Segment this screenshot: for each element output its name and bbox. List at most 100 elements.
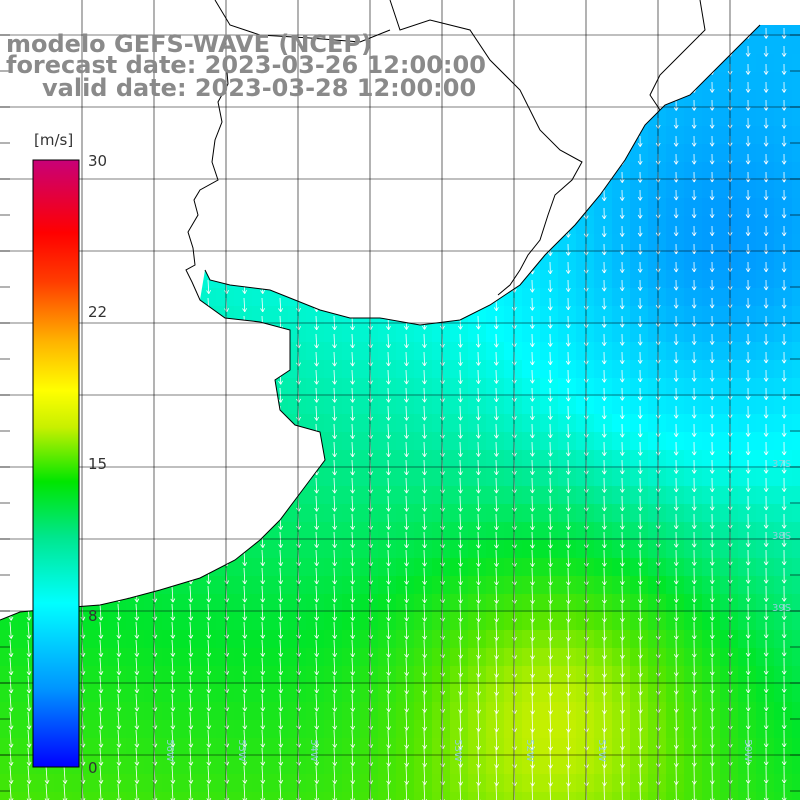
wind-speed-cell xyxy=(756,684,775,703)
wind-speed-cell xyxy=(306,216,325,235)
wind-speed-cell xyxy=(0,720,19,739)
wind-arrow-head xyxy=(314,271,317,276)
wind-arrow-head xyxy=(226,308,230,313)
wind-arrow-head xyxy=(334,217,337,222)
wind-arrow-head xyxy=(442,144,445,149)
wind-arrow-head xyxy=(403,180,407,185)
wind-arrow-head xyxy=(172,344,176,349)
wind-arrow-head xyxy=(118,217,122,222)
wind-arrow xyxy=(189,405,192,421)
wind-arrow-head xyxy=(585,53,589,58)
wind-speed-cell xyxy=(360,576,379,595)
wind-arrow-head xyxy=(152,181,156,186)
wind-speed-cell xyxy=(774,414,793,433)
wind-arrow-head xyxy=(262,416,266,421)
wind-arrow-head xyxy=(639,359,643,364)
wind-arrow-head xyxy=(224,344,228,349)
wind-speed-cell xyxy=(270,414,289,433)
wind-speed-cell xyxy=(576,540,595,559)
wind-arrow-head xyxy=(493,325,497,330)
wind-speed-cell xyxy=(684,522,703,541)
wind-arrow-head xyxy=(172,199,176,204)
wind-arrow-head xyxy=(622,17,624,20)
wind-speed-cell xyxy=(558,594,577,613)
wind-arrow-head xyxy=(28,253,32,258)
wind-arrow xyxy=(99,189,102,204)
wind-arrow-head xyxy=(206,417,210,421)
wind-speed-cell xyxy=(126,0,145,19)
wind-arrow-head xyxy=(765,286,769,291)
wind-arrow-head xyxy=(386,217,389,222)
wind-arrow-head xyxy=(692,17,694,20)
wind-arrow-head xyxy=(28,290,32,295)
wind-speed-cell xyxy=(378,756,397,775)
wind-arrow-head xyxy=(281,18,283,22)
wind-arrow-head xyxy=(747,196,751,201)
wind-arrow xyxy=(243,297,246,312)
wind-speed-cell xyxy=(756,648,775,667)
wind-arrow-head xyxy=(585,233,589,238)
wind-speed-cell xyxy=(774,612,793,631)
wind-arrow-head xyxy=(496,144,499,149)
wind-arrow-head xyxy=(550,306,553,311)
wind-arrow-head xyxy=(496,53,499,58)
wind-speed-cell xyxy=(666,432,685,451)
wind-arrow-head xyxy=(496,361,499,366)
wind-arrow-head xyxy=(244,362,248,367)
wind-speed-cell xyxy=(234,684,253,703)
wind-speed-cell xyxy=(234,594,253,613)
wind-arrow-head xyxy=(26,417,30,422)
wind-speed-cell xyxy=(684,126,703,145)
wind-speed-cell xyxy=(504,234,523,253)
wind-speed-cell xyxy=(90,666,109,685)
wind-speed-cell xyxy=(324,576,343,595)
wind-arrow xyxy=(135,225,138,240)
wind-speed-cell xyxy=(450,216,469,235)
wind-arrow-head xyxy=(262,253,265,258)
wind-speed-cell xyxy=(396,648,415,667)
wind-speed-cell xyxy=(306,612,325,631)
wind-speed-cell xyxy=(342,648,361,667)
wind-speed-cell xyxy=(144,774,163,793)
wind-speed-cell xyxy=(738,378,757,397)
wind-arrow-head xyxy=(332,18,334,21)
wind-speed-cell xyxy=(486,396,505,415)
wind-arrow-head xyxy=(729,88,733,93)
wind-arrow xyxy=(405,153,407,167)
wind-arrow-head xyxy=(496,198,499,203)
wind-arrow-head xyxy=(226,181,229,186)
wind-arrow-head xyxy=(550,179,553,184)
wind-arrow-head xyxy=(585,125,589,130)
wind-speed-cell xyxy=(486,54,505,73)
wind-speed-cell xyxy=(324,0,343,19)
wind-arrow-head xyxy=(83,18,85,22)
wind-arrow-head xyxy=(710,17,712,20)
wind-arrow xyxy=(27,135,30,149)
wind-speed-cell xyxy=(108,108,127,127)
wind-arrow-head xyxy=(693,341,697,345)
wind-speed-cell xyxy=(396,162,415,181)
wind-arrow-head xyxy=(784,17,786,20)
wind-arrow-head xyxy=(206,217,210,222)
wind-speed-cell xyxy=(612,234,631,253)
wind-speed-cell xyxy=(540,414,559,433)
wind-speed-cell xyxy=(180,126,199,145)
wind-speed-cell xyxy=(756,216,775,235)
wind-arrow-head xyxy=(493,162,497,167)
wind-arrow-head xyxy=(657,53,661,57)
wind-speed-cell xyxy=(738,594,757,613)
wind-speed-cell xyxy=(378,324,397,343)
wind-arrow-head xyxy=(334,108,337,113)
wind-speed-cell xyxy=(306,360,325,379)
wind-speed-cell xyxy=(558,25,577,37)
wind-arrow-head xyxy=(10,380,14,385)
wind-arrow-head xyxy=(406,325,409,330)
wind-arrow xyxy=(243,261,246,276)
wind-arrow-head xyxy=(619,360,623,364)
wind-arrow-head xyxy=(154,308,158,313)
wind-arrow-head xyxy=(765,359,769,364)
wind-arrow-head xyxy=(709,341,713,345)
wind-arrow-head xyxy=(406,307,409,312)
wind-arrow-head xyxy=(27,19,29,22)
wind-arrow-head xyxy=(188,344,192,349)
